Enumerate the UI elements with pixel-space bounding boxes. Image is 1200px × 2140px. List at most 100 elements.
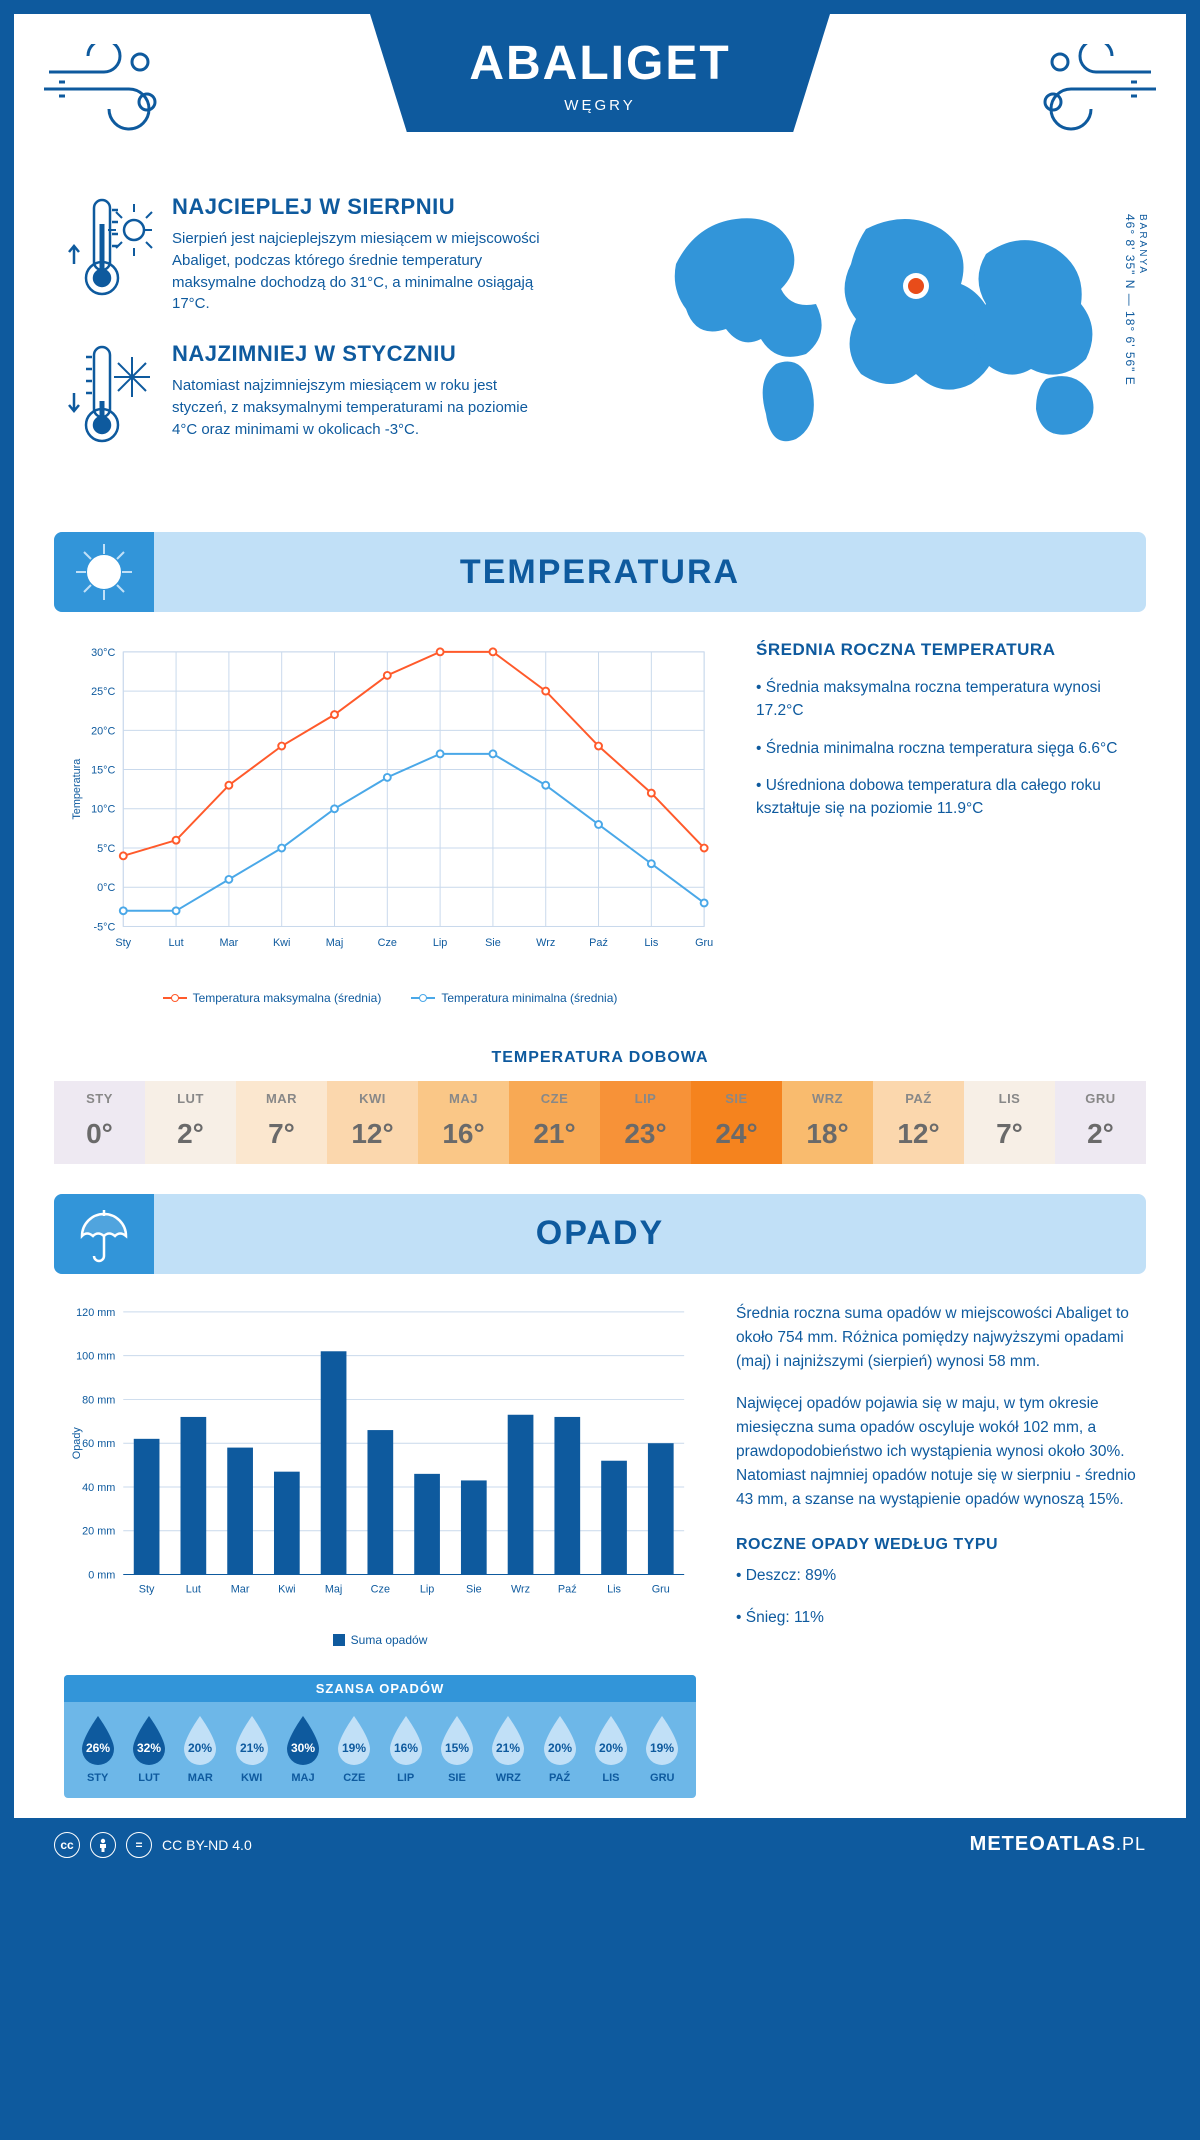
temperature-body: -5°C0°C5°C10°C15°C20°C25°C30°CStyLutMarK… <box>14 640 1186 1025</box>
daily-month: CZE <box>509 1091 600 1106</box>
temperature-chart-legend: Temperatura maksymalna (średnia)Temperat… <box>64 991 716 1005</box>
svg-text:25°C: 25°C <box>91 686 115 698</box>
precip-type-item: • Deszcz: 89% <box>736 1564 1136 1588</box>
precip-type-item: • Śnieg: 11% <box>736 1606 1136 1630</box>
chance-month: MAJ <box>277 1772 328 1784</box>
daily-value: 16° <box>418 1118 509 1150</box>
svg-text:120 mm: 120 mm <box>76 1307 115 1319</box>
daily-month: STY <box>54 1091 145 1106</box>
svg-text:20°C: 20°C <box>91 725 115 737</box>
svg-text:80 mm: 80 mm <box>82 1394 115 1406</box>
chance-cell: 20% LIS <box>585 1714 636 1784</box>
drop-icon: 19% <box>641 1714 683 1766</box>
footer: cc = CC BY-ND 4.0 METEOATLAS.PL <box>14 1818 1186 1872</box>
daily-value: 12° <box>327 1118 418 1150</box>
drop-icon: 26% <box>77 1714 119 1766</box>
chance-month: GRU <box>637 1772 688 1784</box>
daily-month: LIS <box>964 1091 1055 1106</box>
chance-month: LUT <box>123 1772 174 1784</box>
svg-text:40 mm: 40 mm <box>82 1482 115 1494</box>
svg-text:Mar: Mar <box>231 1583 250 1595</box>
intro-section: NAJCIEPLEJ W SIERPNIU Sierpień jest najc… <box>14 184 1186 512</box>
drop-icon: 19% <box>333 1714 375 1766</box>
drop-icon: 16% <box>385 1714 427 1766</box>
daily-temp-cell: CZE21° <box>509 1081 600 1164</box>
coords-text: 46° 8' 35" N — 18° 6' 56" E <box>1123 214 1137 386</box>
daily-temp-cell: LUT 2° <box>145 1081 236 1164</box>
daily-month: LUT <box>145 1091 236 1106</box>
svg-text:30%: 30% <box>291 1741 315 1755</box>
svg-text:32%: 32% <box>137 1741 161 1755</box>
precip-section-title: OPADY <box>536 1214 664 1253</box>
svg-text:Wrz: Wrz <box>536 937 555 949</box>
svg-text:20%: 20% <box>188 1741 212 1755</box>
svg-text:5°C: 5°C <box>97 843 115 855</box>
thermometer-hot-icon <box>64 194 154 315</box>
drop-icon: 32% <box>128 1714 170 1766</box>
thermometer-cold-icon <box>64 341 154 456</box>
drop-icon: 21% <box>487 1714 529 1766</box>
temperature-section-header: TEMPERATURA <box>54 532 1146 612</box>
svg-text:Lis: Lis <box>607 1583 621 1595</box>
daily-month: PAŹ <box>873 1091 964 1106</box>
chance-month: SIE <box>431 1772 482 1784</box>
drop-icon: 20% <box>179 1714 221 1766</box>
chance-month: WRZ <box>483 1772 534 1784</box>
daily-temp-cell: GRU 2° <box>1055 1081 1146 1164</box>
chance-cell: 21% KWI <box>226 1714 277 1784</box>
svg-text:Sie: Sie <box>485 937 501 949</box>
daily-month: LIP <box>600 1091 691 1106</box>
daily-month: GRU <box>1055 1091 1146 1106</box>
svg-text:Sty: Sty <box>115 937 131 949</box>
factoid-cold-title: NAJZIMNIEJ W STYCZNIU <box>172 341 552 367</box>
factoid-cold: NAJZIMNIEJ W STYCZNIU Natomiast najzimni… <box>64 341 626 456</box>
nd-icon: = <box>126 1832 152 1858</box>
chance-month: STY <box>72 1772 123 1784</box>
daily-temp-cell: MAR7° <box>236 1081 327 1164</box>
intro-map: BARANYA 46° 8' 35" N — 18° 6' 56" E <box>656 194 1136 482</box>
coordinates: BARANYA 46° 8' 35" N — 18° 6' 56" E <box>1123 214 1148 386</box>
svg-text:Wrz: Wrz <box>511 1583 530 1595</box>
daily-value: 2° <box>145 1118 236 1150</box>
page: ABALIGET WĘGRY <box>0 0 1200 1886</box>
svg-text:100 mm: 100 mm <box>76 1350 115 1362</box>
daily-value: 23° <box>600 1118 691 1150</box>
precip-body: 0 mm20 mm40 mm60 mm80 mm100 mm120 mmOpad… <box>14 1302 1186 1818</box>
license-text: CC BY-ND 4.0 <box>162 1837 252 1853</box>
daily-temp-title: TEMPERATURA DOBOWA <box>14 1049 1186 1067</box>
svg-text:20%: 20% <box>599 1741 623 1755</box>
drop-icon: 20% <box>539 1714 581 1766</box>
title-banner: ABALIGET WĘGRY <box>370 14 830 132</box>
drop-icon: 21% <box>231 1714 273 1766</box>
daily-value: 24° <box>691 1118 782 1150</box>
svg-text:Kwi: Kwi <box>278 1583 295 1595</box>
svg-text:15°C: 15°C <box>91 765 115 777</box>
svg-text:19%: 19% <box>342 1741 366 1755</box>
precip-paragraph: Najwięcej opadów pojawia się w maju, w t… <box>736 1392 1136 1512</box>
daily-temp-cell: STY0° <box>54 1081 145 1164</box>
precip-chance-title: SZANSA OPADÓW <box>64 1675 696 1702</box>
daily-temp-cell: PAŹ12° <box>873 1081 964 1164</box>
svg-text:21%: 21% <box>240 1741 264 1755</box>
wind-icon-right <box>1026 44 1156 134</box>
precip-section-header: OPADY <box>54 1194 1146 1274</box>
world-map-icon <box>656 194 1136 454</box>
daily-temp-cell: LIP 23° <box>600 1081 691 1164</box>
svg-text:Gru: Gru <box>695 937 713 949</box>
daily-month: WRZ <box>782 1091 873 1106</box>
daily-temp-cell: LIS7° <box>964 1081 1055 1164</box>
drop-icon: 15% <box>436 1714 478 1766</box>
temperature-info-bullet: • Średnia minimalna roczna temperatura s… <box>756 737 1136 760</box>
precip-types-title: ROCZNE OPADY WEDŁUG TYPU <box>736 1536 1136 1554</box>
daily-month: MAR <box>236 1091 327 1106</box>
chance-month: KWI <box>226 1772 277 1784</box>
svg-text:16%: 16% <box>394 1741 418 1755</box>
brand-tld: .PL <box>1116 1834 1146 1854</box>
factoid-hot-title: NAJCIEPLEJ W SIERPNIU <box>172 194 552 220</box>
svg-text:20 mm: 20 mm <box>82 1526 115 1538</box>
precip-legend-label: Suma opadów <box>351 1633 428 1647</box>
svg-text:Lut: Lut <box>186 1583 201 1595</box>
daily-value: 2° <box>1055 1118 1146 1150</box>
chance-cell: 21% WRZ <box>483 1714 534 1784</box>
svg-text:20%: 20% <box>548 1741 572 1755</box>
